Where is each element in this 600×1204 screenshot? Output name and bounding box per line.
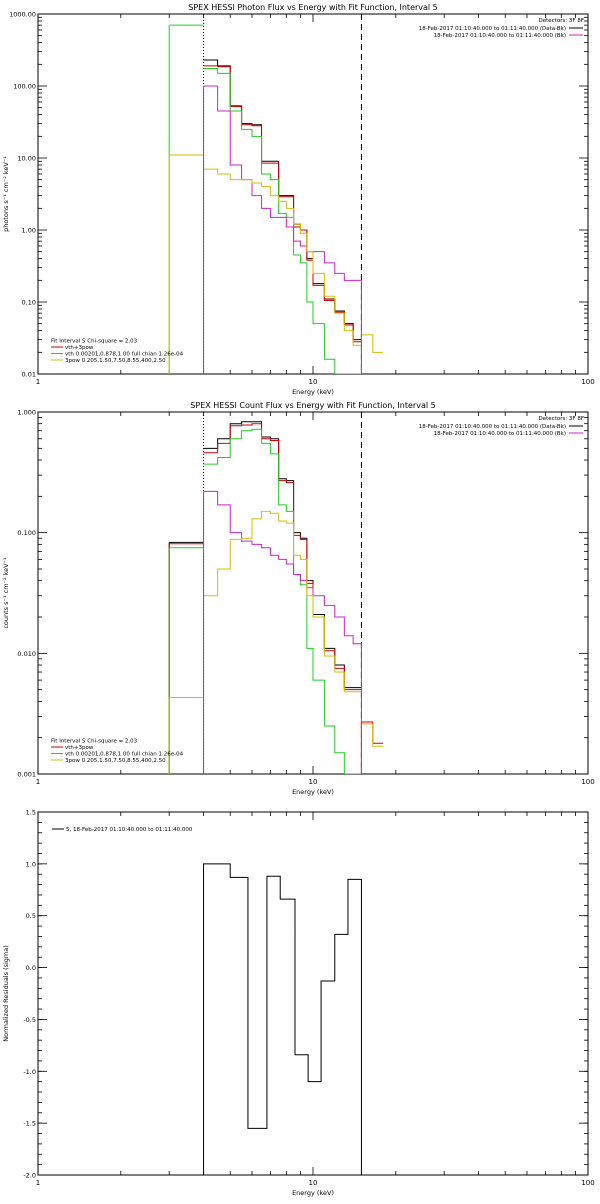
y-tick-label: -0.5 [23,1016,36,1024]
series-step-yellow [360,723,384,774]
series-step-green [168,547,204,774]
x-axis-label: Energy (keV) [292,1189,334,1197]
legend-bottom-left: Fit Interval 5 Chi-square = 2.03vth+3pow… [51,339,184,364]
y-ticks: 0.001 0.010 0.100 1.000 [17,409,588,779]
x-tick-label: 10 [309,378,318,386]
y-tick-label: 100.00 [13,83,36,91]
y-tick-label: 1.00 [22,227,36,235]
x-tick-label: 100 [581,1179,594,1187]
legend-entry: 18-Feb-2017 01:10:40.000 to 01:11:40.000… [419,424,566,430]
data-layer [168,14,384,374]
legend-entry: 18-Feb-2017 01:10:40.000 to 01:11:40.000… [434,431,566,437]
count-flux-panel: SPEX HESSI Count Flux vs Energy with Fit… [2,401,595,796]
data-layer [203,863,362,1175]
series-line-yellow [203,510,362,693]
y-ticks: 0.01 0.10 1.00 10.00 100.00 1000.00 [9,11,588,379]
y-ticks: -2.0 -1.5 -1.0 -0.5 0.0 0.5 1.0 1.5 [23,809,588,1180]
residuals-panel: 1 10 100 Energy (keV) -2.0 -1.5 -1.0 -0.5 0.0 0.5… [2,809,595,1198]
legend-title: Detectors: 3F 8F [538,416,584,422]
legend-entry: 18-Feb-2017 01:10:40.000 to 01:11:40.000… [419,26,566,32]
x-tick-label: 10 [309,1179,318,1187]
legend-entry: vth 0.00201,0.878,1.00 full chian 1.26e-… [65,352,184,358]
series-line-green [203,428,362,774]
legend-entry: 3pow 0.205,1.50,7.50,8.55,400,2.50 [65,758,166,764]
y-tick-label: 1.0 [26,860,36,868]
y-tick-label: 1.000 [17,409,36,417]
series-line-black [203,863,362,1175]
series-step-yellow [168,154,204,374]
legend-entry: 18-Feb-2017 01:10:40.000 to 01:11:40.000… [434,33,566,39]
series-line-green [203,68,362,374]
x-tick-label: 1 [36,778,40,786]
y-tick-label: -2.0 [23,1172,36,1180]
y-tick-label: 1.5 [26,809,36,817]
legend-title: Fit Interval 5 Chi-square = 2.03 [51,339,138,345]
y-tick-label: 0.001 [17,771,36,779]
y-tick-label: 0.01 [22,371,36,379]
legend-entry: 5, 18-Feb-2017 01:10:40.000 to 01:11:40.… [66,827,193,833]
x-ticks: 1 10 100 [36,14,595,386]
plot-frame [37,811,589,1176]
y-tick-label: 0.010 [17,650,36,658]
photon-flux-panel: SPEX HESSI Photon Flux vs Energy with Fi… [2,3,595,396]
series-line-black [203,59,362,341]
series-line-magenta [203,85,362,281]
series-step-yellow [360,334,384,374]
legend-entry: 3pow 0.205,1.50,7.50,8.55,400,2.50 [65,358,166,364]
x-tick-label: 1 [36,378,40,386]
x-axis-label: Energy (keV) [292,788,334,796]
y-tick-label: 1000.00 [9,11,36,19]
series-line-red [203,423,362,691]
series-line-yellow [203,168,362,346]
chart-title: SPEX HESSI Count Flux vs Energy with Fit… [190,401,435,410]
y-axis-label: Normalized Residuals (sigma) [2,945,10,1042]
x-tick-label: 100 [581,778,594,786]
series-line-magenta [203,490,362,645]
legend-title: Fit Interval 5 Chi-square = 2.03 [51,739,138,745]
series-step-green [168,24,204,374]
y-tick-label: -1.0 [23,1068,36,1076]
y-tick-label: 10.00 [17,155,36,163]
data-layer [168,412,384,774]
x-tick-label: 10 [309,778,318,786]
y-tick-label: 0.10 [22,299,36,307]
y-tick-label: 0.0 [26,964,36,972]
x-ticks: 1 10 100 [36,412,595,786]
legend-top-right: Detectors: 3F 8F 18-Feb-2017 01:10:40.000… [419,416,584,437]
y-axis-label: photons s⁻¹ cm⁻² keV⁻¹ [2,156,10,232]
legend-top-left: 5, 18-Feb-2017 01:10:40.000 to 01:11:40.… [52,827,193,833]
legend-entry: vth+3pow [65,345,94,351]
y-tick-label: 0.5 [26,912,36,920]
legend-bottom-left: Fit Interval 5 Chi-square = 2.03vth+3pow… [51,739,184,764]
x-tick-label: 1 [36,1179,40,1187]
series-line-red [203,65,362,343]
y-axis-label: counts s⁻¹ cm⁻² keV⁻¹ [2,557,10,629]
y-tick-label: -1.5 [23,1120,36,1128]
series-line-black [203,421,362,689]
chart-title: SPEX HESSI Photon Flux vs Energy with Fi… [188,3,438,12]
series-step-black [168,541,204,774]
legend-entry: vth 0.00201,0.878,1.00 full chian 1.26e-… [65,752,184,758]
legend-entry: vth+3pow [65,745,94,751]
y-tick-label: 0.100 [17,529,36,537]
x-ticks: 1 10 100 [36,812,595,1187]
x-axis-label: Energy (keV) [292,388,334,396]
series-step-red [168,543,204,774]
x-tick-label: 100 [581,378,594,386]
legend-top-right: Detectors: 3F 8F 18-Feb-2017 01:10:40.000… [419,18,584,39]
legend-title: Detectors: 3F 8F [538,18,584,24]
series-step-yellow [168,697,204,774]
